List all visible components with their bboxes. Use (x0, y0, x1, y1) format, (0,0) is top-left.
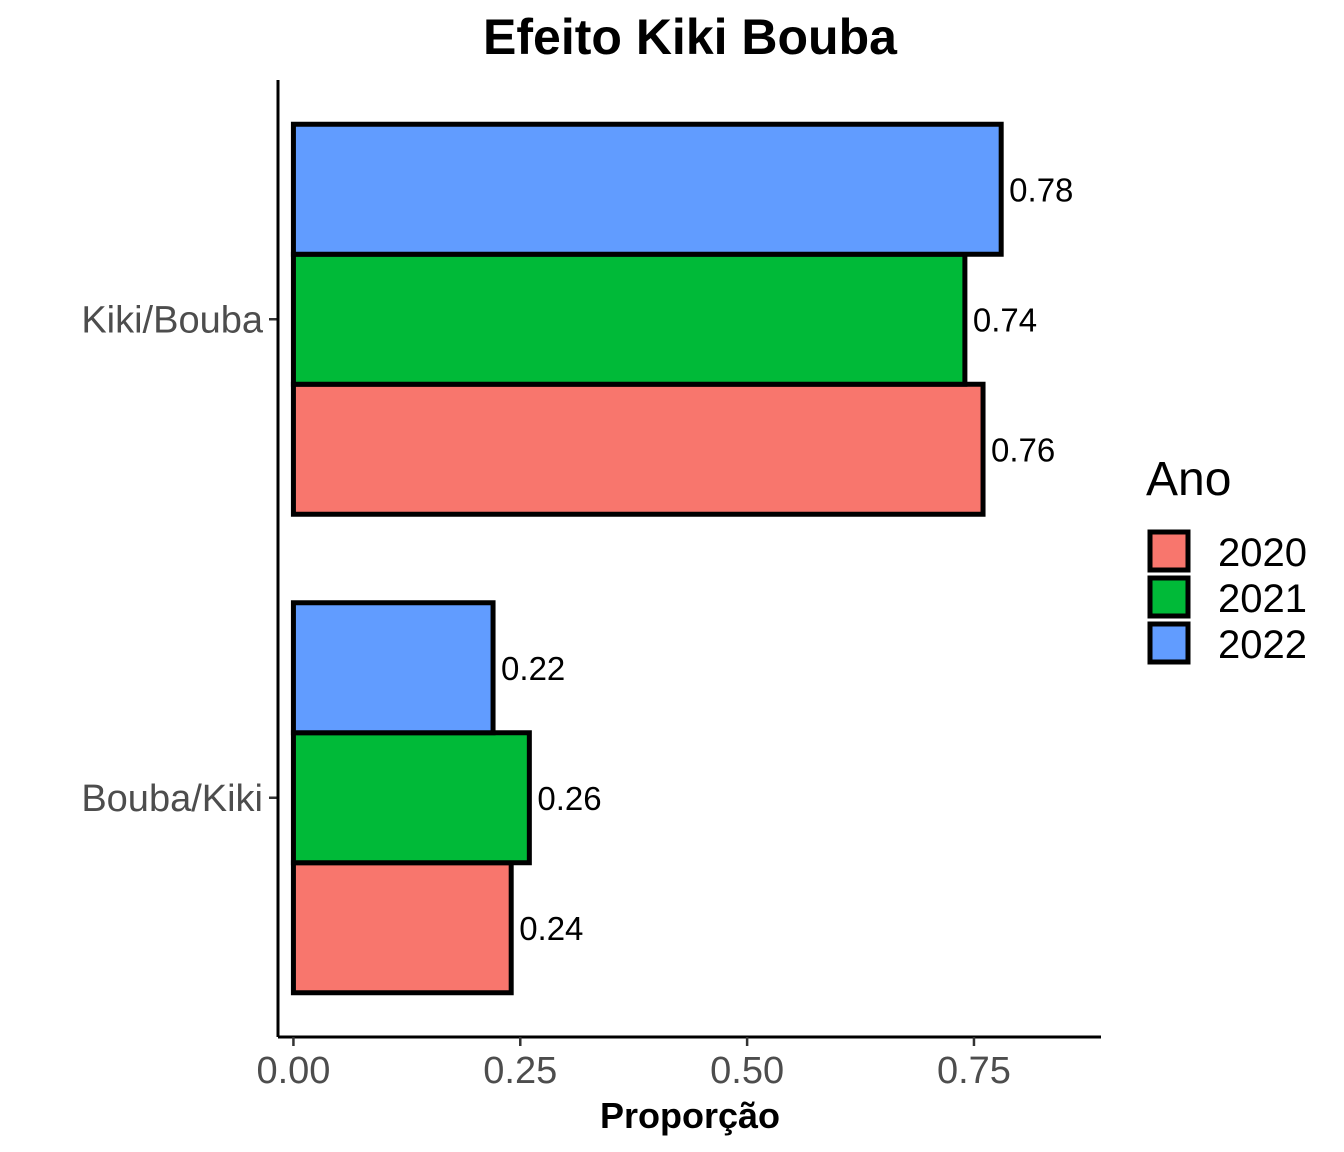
data-label: 0.76 (991, 431, 1055, 468)
x-tick-label: 0.75 (937, 1050, 1011, 1092)
y-tick-label: Kiki/Bouba (81, 299, 264, 341)
x-tick-label: 0.50 (710, 1050, 784, 1092)
data-label: 0.24 (519, 910, 583, 947)
bar-2020-bouba-kiki (290, 860, 514, 996)
data-label: 0.22 (501, 650, 565, 687)
legend-label: 2020 (1218, 531, 1307, 575)
bar-2022-bouba-kiki (290, 600, 496, 736)
bar-2020-kiki-bouba (290, 381, 986, 517)
legend-label: 2022 (1218, 623, 1307, 667)
bar-2021-bouba-kiki (290, 730, 532, 866)
x-tick-label: 0.25 (483, 1050, 557, 1092)
x-axis-label: Proporção (600, 1095, 780, 1136)
y-tick-label: Bouba/Kiki (81, 778, 263, 820)
data-label: 0.74 (973, 301, 1037, 338)
legend-label: 2021 (1218, 577, 1307, 621)
bar-2021-kiki-bouba (290, 251, 968, 387)
legend-key-2022 (1147, 621, 1191, 665)
chart-title: Efeito Kiki Bouba (483, 9, 898, 65)
data-label: 0.26 (537, 780, 601, 817)
plot-area: Kiki/Bouba 0.76 0.74 0.78 Bouba/Kiki 0.24 0.26… (81, 80, 1101, 1092)
legend-title: Ano (1146, 453, 1231, 506)
legend-key-2021 (1147, 575, 1191, 619)
bar-2022-kiki-bouba (290, 121, 1004, 257)
data-label: 0.78 (1009, 171, 1073, 208)
legend-key-2020 (1147, 529, 1191, 573)
x-tick-label: 0.00 (256, 1050, 330, 1092)
